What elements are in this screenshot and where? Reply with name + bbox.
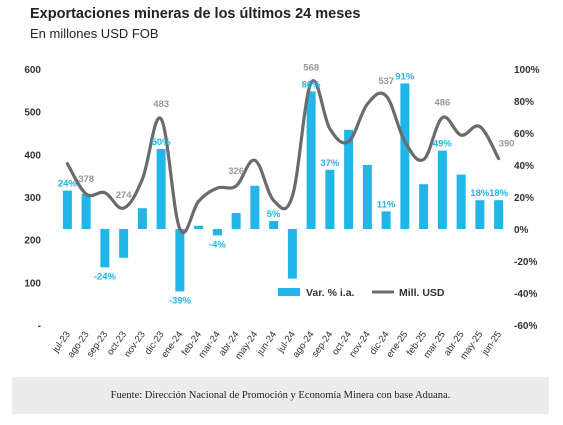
bar-var-ia <box>62 190 72 229</box>
bar-data-label: 5% <box>267 209 281 220</box>
y-right-tick-label: 60% <box>514 129 534 140</box>
bar-var-ia <box>325 169 335 229</box>
y-left-tick-label: 300 <box>24 193 41 204</box>
bar-data-label: 50% <box>152 137 172 148</box>
line-data-label: 537 <box>378 76 394 87</box>
bar-var-ia <box>269 221 279 229</box>
line-data-label: 486 <box>434 98 450 109</box>
bar-var-ia <box>250 185 260 229</box>
y-right-tick-label: 40% <box>514 161 534 172</box>
combo-chart: 600 500 400 300 200 100 - 100% 80% 60% 40% 20% 0% -20… <box>24 63 540 362</box>
line-data-label: 378 <box>78 174 94 185</box>
bar-var-ia <box>287 229 297 279</box>
bar-var-ia <box>362 165 372 229</box>
y-right-tick-label: -60% <box>514 321 537 332</box>
line-data-label: 483 <box>153 99 169 110</box>
y-left-tick-label: - <box>38 321 41 332</box>
bar-data-label: 37% <box>320 158 340 169</box>
y-left-tick-label: 600 <box>24 65 41 76</box>
bar-data-label: 11% <box>377 199 396 210</box>
line-data-label: 568 <box>303 63 319 74</box>
bar-var-ia <box>137 208 147 229</box>
bar-data-label: 18% <box>470 188 490 199</box>
line-data-label: 326 <box>228 166 244 177</box>
legend-bar-label: Var. % i.a. <box>306 287 355 299</box>
bar-var-ia <box>419 184 429 229</box>
bar-data-label: 49% <box>433 139 453 150</box>
source-note: Fuente: Dirección Nacional de Promoción … <box>12 377 549 414</box>
y-left-tick-label: 500 <box>24 108 41 119</box>
bar-var-ia <box>344 129 354 229</box>
bar-var-ia <box>456 174 466 229</box>
y-left-tick-label: 100 <box>24 278 41 289</box>
line-data-label: 390 <box>499 139 515 150</box>
y-left-tick-label: 200 <box>24 236 41 247</box>
legend-line-label: Mill. USD <box>399 287 445 299</box>
bar-data-label: -4% <box>209 239 226 250</box>
chart-subtitle: En millones USD FOB <box>30 26 159 41</box>
y-right-tick-label: -20% <box>514 257 537 268</box>
bar-var-ia <box>381 211 391 229</box>
bar-var-ia <box>100 229 110 268</box>
bar-data-label: 91% <box>395 71 415 82</box>
y-right-tick-label: 80% <box>514 97 534 108</box>
y-right-tick-label: 20% <box>514 193 534 204</box>
bar-data-label: -39% <box>169 295 192 306</box>
bar-var-ia <box>212 229 222 236</box>
bar-data-label: 24% <box>58 179 78 190</box>
bar-var-ia <box>475 200 485 229</box>
bar-var-ia <box>400 83 410 230</box>
bar-data-label: -24% <box>94 271 117 282</box>
x-tick-label: jun-25 <box>479 329 504 358</box>
bar-var-ia <box>81 193 91 229</box>
y-left-tick-label: 400 <box>24 150 41 161</box>
bar-var-ia <box>194 225 204 229</box>
y-right-tick-label: -40% <box>514 289 537 300</box>
legend-bar-swatch <box>278 288 300 296</box>
bar-var-ia <box>231 213 241 229</box>
bar-var-ia <box>437 150 447 229</box>
line-data-label: 274 <box>116 190 133 201</box>
bar-data-label: 86% <box>302 79 322 90</box>
bar-var-ia <box>156 149 166 229</box>
y-right-tick-label: 0% <box>514 225 529 236</box>
bar-var-ia <box>175 229 185 292</box>
line-mill-usd <box>65 79 501 234</box>
chart-title: Exportaciones mineras de los últimos 24 … <box>30 6 361 22</box>
bar-data-label: 18% <box>489 188 509 199</box>
x-tick-label: jun-24 <box>254 329 279 358</box>
bar-var-ia <box>119 229 129 258</box>
bar-var-ia <box>306 91 316 230</box>
bar-var-ia <box>494 200 504 229</box>
y-right-tick-label: 100% <box>514 65 540 76</box>
